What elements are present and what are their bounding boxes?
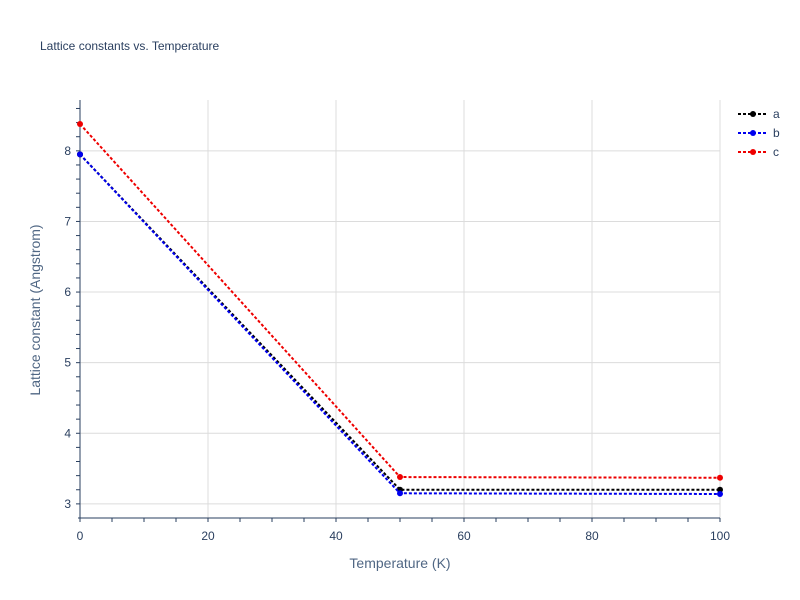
y-tick-label: 7 [64,214,71,228]
x-tick-label: 20 [201,529,215,543]
y-tick-label: 4 [64,426,71,440]
series-line-a [79,153,720,491]
y-tick-label: 6 [64,285,71,299]
x-tick-label: 80 [585,529,599,543]
series-line-c [79,123,721,479]
chart-title: Lattice constants vs. Temperature [40,39,220,53]
series-line-b [79,153,721,495]
legend-item-c[interactable]: c [738,145,779,159]
legend-item-b[interactable]: b [738,126,780,140]
y-tick-label: 5 [64,356,71,370]
y-axis-title: Lattice constant (Angstrom) [27,224,43,395]
x-tick-label: 60 [457,529,471,543]
data-point-c [77,121,83,128]
legend-label-a: a [773,107,780,121]
x-axis-title: Temperature (K) [349,555,450,571]
legend-marker-a [750,111,756,117]
legend-label-b: b [773,126,780,140]
data-point-b [397,490,403,497]
grid [80,100,721,518]
x-tick-label: 0 [77,529,84,543]
data-point-c [717,474,723,481]
data-point-a [717,486,723,493]
x-tick-label: 100 [710,529,730,543]
legend-marker-c [750,149,756,155]
y-tick-label: 8 [64,144,71,158]
plot-area [77,121,723,497]
axes: 0 20 40 60 80 100 3 4 5 6 7 8 [64,100,730,543]
data-point-b [717,490,723,497]
y-tick-label: 3 [64,497,71,511]
legend[interactable]: abc [738,107,780,159]
legend-item-a[interactable]: a [738,107,780,121]
x-tick-label: 40 [329,529,343,543]
legend-marker-b [750,130,756,136]
legend-label-c: c [773,145,779,159]
data-point-c [397,474,403,481]
data-point-b [77,151,83,158]
